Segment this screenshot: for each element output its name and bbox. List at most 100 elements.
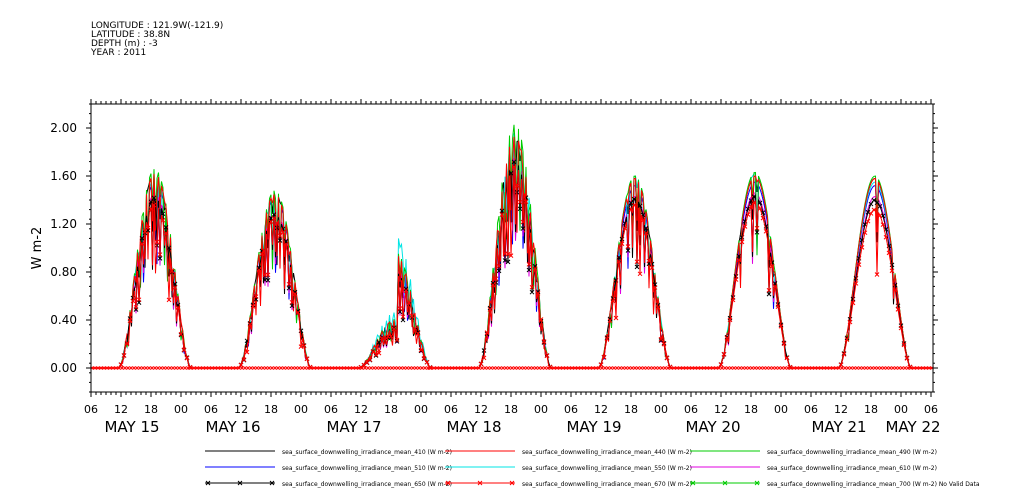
baseline-marker — [465, 366, 469, 370]
baseline-marker — [327, 366, 331, 370]
series-marker-6 — [157, 256, 163, 261]
series-marker-7 — [721, 351, 727, 357]
x-hour-label: 12 — [834, 403, 848, 416]
baseline-marker — [924, 366, 928, 370]
series-marker-7 — [175, 305, 181, 310]
series-line-7 — [91, 166, 933, 369]
baseline-marker — [402, 366, 406, 370]
baseline-marker — [816, 366, 820, 370]
series-marker-7 — [598, 362, 604, 368]
baseline-marker — [240, 366, 244, 370]
baseline-marker — [687, 366, 691, 370]
x-hour-label: 06 — [924, 403, 938, 416]
series-marker-7 — [841, 351, 847, 357]
series-marker-7 — [772, 283, 778, 289]
series-marker-6 — [616, 255, 622, 260]
series-marker-7 — [388, 333, 394, 339]
series-marker-7 — [151, 202, 157, 208]
series-marker-6 — [391, 325, 397, 331]
series-marker-7 — [856, 262, 862, 267]
baseline-marker — [582, 366, 586, 370]
baseline-marker — [204, 366, 208, 370]
baseline-marker — [294, 366, 298, 370]
baseline-marker — [483, 366, 487, 370]
series-line-1 — [91, 136, 933, 369]
baseline-marker — [225, 366, 229, 370]
baseline-marker — [693, 366, 697, 370]
series-marker-7 — [895, 307, 901, 312]
baseline-marker — [195, 366, 199, 370]
baseline-marker — [576, 366, 580, 370]
plot-metadata: LONGITUDE : 121.9W(-121.9) LATITUDE : 38… — [91, 22, 223, 58]
baseline-marker — [354, 366, 358, 370]
baseline-marker — [507, 366, 511, 370]
baseline-marker — [921, 366, 925, 370]
baseline-marker — [567, 366, 571, 370]
baseline-marker — [591, 366, 595, 370]
series-marker-7 — [529, 284, 535, 290]
series-marker-6 — [643, 225, 649, 231]
baseline-marker — [588, 366, 592, 370]
series-marker-7 — [163, 230, 169, 236]
baseline-marker — [471, 366, 475, 370]
baseline-marker — [660, 366, 664, 370]
baseline-marker — [861, 366, 865, 370]
series-marker-7 — [238, 362, 244, 368]
series-marker-6 — [754, 229, 760, 235]
x-hour-label: 12 — [234, 403, 248, 416]
legend-marker-6 — [205, 480, 211, 486]
y-axis-label: W m-2 — [30, 227, 45, 270]
series-marker-6 — [163, 224, 169, 230]
baseline-marker — [441, 366, 445, 370]
series-marker-7 — [367, 357, 373, 363]
series-marker-6 — [511, 159, 517, 165]
baseline-marker — [360, 366, 364, 370]
x-hour-label: 00 — [414, 403, 428, 416]
baseline-marker — [852, 366, 856, 370]
series-marker-7 — [289, 299, 295, 305]
series-marker-6 — [751, 194, 757, 200]
baseline-marker — [333, 366, 337, 370]
baseline-marker — [99, 366, 103, 370]
x-hour-label: 00 — [654, 403, 668, 416]
baseline-marker — [624, 366, 628, 370]
series-marker-6 — [757, 200, 763, 206]
baseline-marker — [732, 366, 736, 370]
baseline-marker — [879, 366, 883, 370]
x-day-label: MAY 18 — [446, 418, 501, 436]
series-marker-7 — [784, 355, 790, 361]
x-hour-label: 06 — [324, 403, 338, 416]
series-marker-7 — [652, 285, 658, 290]
x-day-label: MAY 16 — [205, 418, 260, 436]
baseline-marker — [663, 366, 667, 370]
baseline-marker — [399, 366, 403, 370]
series-marker-7 — [421, 356, 427, 361]
x-hour-label: 06 — [804, 403, 818, 416]
baseline-marker — [501, 366, 505, 370]
series-marker-7 — [181, 347, 187, 353]
baseline-marker — [516, 366, 520, 370]
series-marker-7 — [247, 322, 253, 327]
x-hour-label: 06 — [444, 403, 458, 416]
x-hour-label: 06 — [204, 403, 218, 416]
baseline-marker — [549, 366, 553, 370]
baseline-marker — [384, 366, 388, 370]
series-marker-6 — [394, 339, 400, 344]
series-marker-6 — [517, 206, 523, 212]
baseline-marker — [870, 366, 874, 370]
baseline-marker — [876, 366, 880, 370]
x-hour-label: 00 — [174, 403, 188, 416]
series-marker-6 — [631, 196, 637, 202]
series-marker-7 — [769, 263, 775, 269]
baseline-marker — [642, 366, 646, 370]
series-marker-7 — [250, 304, 256, 309]
series-marker-7 — [145, 225, 151, 231]
baseline-marker — [273, 366, 277, 370]
baseline-marker — [708, 366, 712, 370]
baseline-marker — [303, 366, 307, 370]
baseline-marker — [381, 366, 385, 370]
baseline-marker — [111, 366, 115, 370]
baseline-marker — [312, 366, 316, 370]
baseline-marker — [543, 366, 547, 370]
baseline-marker — [309, 366, 313, 370]
